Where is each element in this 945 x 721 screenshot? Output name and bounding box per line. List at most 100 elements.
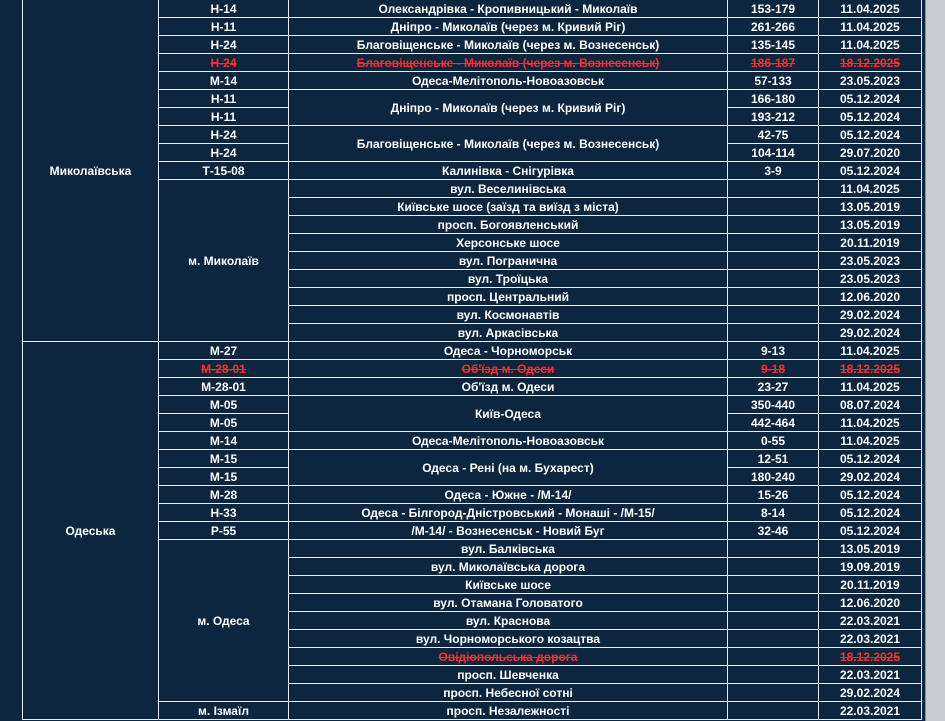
route-cell: вул. Краснова: [288, 611, 728, 630]
route-cell: вул. Аркасівська: [288, 323, 728, 342]
table-row: вул. Троїцька 23.05.2023: [23, 269, 922, 288]
route-cell: вул. Троїцька: [288, 269, 728, 288]
road-cell: М-05: [158, 413, 289, 432]
date-cell: 11.04.2025: [818, 35, 922, 54]
km-cell: 166-180: [727, 89, 819, 108]
road-cell: Т-15-08: [158, 161, 289, 180]
table-row: Н-24 Благовіщенське - Миколаїв (через м. …: [23, 53, 922, 72]
city-cell: м. Миколаїв: [158, 179, 289, 342]
route-cell: вул. Веселинівська: [288, 179, 728, 198]
route-cell: просп. Незалежності: [288, 701, 728, 720]
date-cell: 11.04.2025: [818, 17, 922, 36]
km-cell: 57-133: [727, 71, 819, 90]
km-cell: 32-46: [727, 521, 819, 540]
road-cell: Н-24: [158, 143, 289, 162]
road-cell: Н-11: [158, 17, 289, 36]
empty-cell: [727, 557, 819, 576]
route-cell: просп. Шевченка: [288, 665, 728, 684]
route-cell: Одеса - Южне - /М-14/: [288, 485, 728, 504]
table-row: вул. Краснова 22.03.2021: [23, 611, 922, 630]
route-cell: Київ-Одеса: [288, 395, 728, 432]
date-cell: 05.12.2024: [818, 107, 922, 126]
route-cell: Дніпро - Миколаїв (через м. Кривий Ріг): [288, 17, 728, 36]
table-row: м. Ізмаїл просп. Незалежності 22.03.2021: [23, 701, 922, 720]
date-cell: 11.04.2025: [818, 0, 922, 18]
road-cell: Р-55: [158, 521, 289, 540]
road-cell: М-14: [158, 71, 289, 90]
table-row: Н-24 104-114 29.07.2020: [23, 143, 922, 162]
route-cell: Об'їзд м. Одеси: [288, 377, 728, 396]
date-cell: 13.05.2019: [818, 539, 922, 558]
table-row: Миколаївська Н-14 Олександрівка - Кропивни…: [22, 0, 922, 342]
route-cell: Одеса - Білгород-Дністровський - Монаші …: [288, 503, 728, 522]
road-cell: Н-14: [158, 0, 289, 18]
date-cell: 11.04.2025: [818, 341, 922, 360]
km-cell: 8-14: [727, 503, 819, 522]
empty-cell: [727, 665, 819, 684]
road-cell: М-05: [158, 395, 289, 414]
date-cell: 05.12.2024: [818, 521, 922, 540]
date-cell: 11.04.2025: [818, 431, 922, 450]
table-panel: Миколаївська Н-14 Олександрівка - Кропивни…: [0, 0, 926, 721]
route-cell: вул. Чорноморського козацтва: [288, 629, 728, 648]
km-cell: 42-75: [727, 125, 819, 144]
km-cell: 104-114: [727, 143, 819, 162]
route-cell: Благовіщенське - Миколаїв (через м. Возн…: [288, 125, 728, 162]
route-cell: Одеса-Мелітополь-Новоазовськ: [288, 431, 728, 450]
date-cell: 05.12.2024: [818, 449, 922, 468]
date-cell: 29.02.2024: [818, 467, 922, 486]
table-row: М-14 Одеса-Мелітополь-Новоазовськ 0-55 11.0…: [23, 431, 922, 450]
city-cell: м. Ізмаїл: [158, 701, 289, 720]
date-cell: 05.12.2024: [818, 161, 922, 180]
route-cell: Київське шосе: [288, 575, 728, 594]
empty-cell: [727, 287, 819, 306]
empty-cell: [727, 233, 819, 252]
date-cell: 20.11.2019: [818, 233, 922, 252]
road-cell: Н-24: [158, 35, 289, 54]
route-cell: просп. Центральний: [288, 287, 728, 306]
route-cell: Одеса - Рені (на м. Бухарест): [288, 449, 728, 486]
km-cell: 180-240: [727, 467, 819, 486]
km-cell: 12-51: [727, 449, 819, 468]
empty-cell: [727, 683, 819, 702]
km-cell: 9-13: [727, 341, 819, 360]
empty-cell: [727, 593, 819, 612]
route-cell: Олександрівка - Кропивницький - Миколаїв: [288, 0, 728, 18]
route-cell: Херсонське шосе: [288, 233, 728, 252]
date-cell: 23.05.2023: [818, 71, 922, 90]
table-row: М-28-01 Об'їзд м. Одеси 9-18 18.12.2025: [23, 359, 922, 378]
empty-cell: [727, 269, 819, 288]
date-cell: 18.12.2025: [818, 647, 922, 666]
road-cell: М-28-01: [158, 359, 289, 378]
date-cell: 05.12.2024: [818, 89, 922, 108]
table-row: Київське шосе (заїзд та виїзд з міста) 13…: [23, 197, 922, 216]
route-cell: Благовіщенське - Миколаїв (через м. Возн…: [288, 35, 728, 54]
table-row: М-05 Київ-Одеса 350-440 08.07.2024: [23, 395, 922, 432]
empty-cell: [727, 215, 819, 234]
road-cell: М-28-01: [158, 377, 289, 396]
route-cell: Одеса - Чорноморськ: [288, 341, 728, 360]
empty-cell: [727, 251, 819, 270]
road-cell: М-15: [158, 467, 289, 486]
date-cell: 23.05.2023: [818, 269, 922, 288]
table-row: вул. Аркасівська 29.02.2024: [23, 323, 922, 342]
date-cell: 29.07.2020: [818, 143, 922, 162]
date-cell: 05.12.2024: [818, 485, 922, 504]
road-cell: М-15: [158, 449, 289, 468]
date-cell: 08.07.2024: [818, 395, 922, 414]
route-cell: Об'їзд м. Одеси: [288, 359, 728, 378]
km-cell: 153-179: [727, 0, 819, 18]
route-cell: вул. Погранична: [288, 251, 728, 270]
route-cell: вул. Балківська: [288, 539, 728, 558]
date-cell: 22.03.2021: [818, 629, 922, 648]
date-cell: 13.05.2019: [818, 215, 922, 234]
table-row: м. Одеса вул. Балківська 13.05.2019: [23, 539, 922, 702]
date-cell: 18.12.2025: [818, 53, 922, 72]
route-cell: Овідіопольська дорога: [288, 647, 728, 666]
roads-table: Миколаївська Н-14 Олександрівка - Кропивни…: [22, 0, 922, 720]
table-row: М-15 Одеса - Рені (на м. Бухарест) 12-51 05…: [23, 449, 922, 486]
table-row: Овідіопольська дорога 18.12.2025: [23, 647, 922, 666]
route-cell: Одеса-Мелітополь-Новоазовськ: [288, 71, 728, 90]
date-cell: 13.05.2019: [818, 197, 922, 216]
